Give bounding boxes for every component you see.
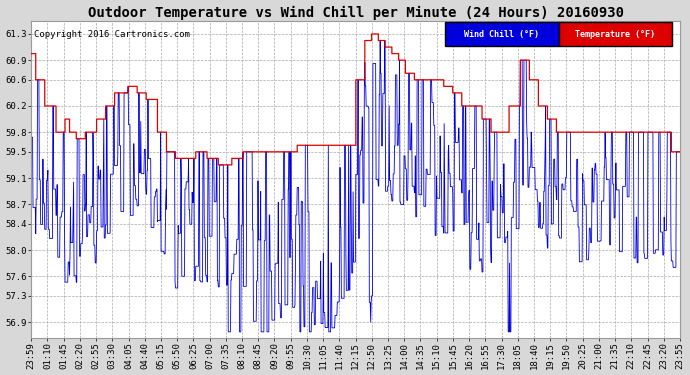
FancyBboxPatch shape	[445, 22, 559, 46]
Title: Outdoor Temperature vs Wind Chill per Minute (24 Hours) 20160930: Outdoor Temperature vs Wind Chill per Mi…	[88, 6, 624, 20]
Text: Wind Chill (°F): Wind Chill (°F)	[464, 30, 540, 39]
Text: Copyright 2016 Cartronics.com: Copyright 2016 Cartronics.com	[34, 30, 190, 39]
Text: Temperature (°F): Temperature (°F)	[575, 30, 655, 39]
FancyBboxPatch shape	[559, 22, 672, 46]
